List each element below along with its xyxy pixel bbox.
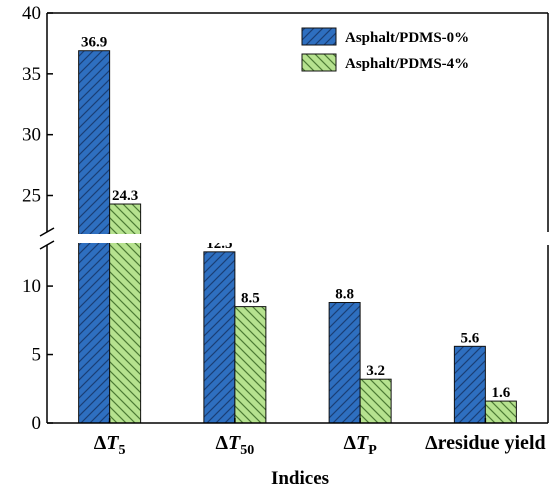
y-tick-label-0: 0 xyxy=(32,413,42,434)
legend-label-pdms-0: Asphalt/PDMS-0% xyxy=(345,30,469,46)
data-label-pdms-4-1: 8.5 xyxy=(241,291,260,307)
axis-break-gap xyxy=(39,234,548,243)
y-tick-label-6: 40 xyxy=(22,3,41,24)
data-label-pdms-0-0: 36.9 xyxy=(81,35,107,51)
data-label-pdms-0-2: 8.8 xyxy=(335,287,354,303)
y-tick-label-5: 35 xyxy=(22,64,41,85)
bar-pdms-4-3 xyxy=(484,400,517,424)
y-tick-label-4: 30 xyxy=(22,125,41,146)
x-tick-label-2: ΔTP xyxy=(343,432,377,458)
y-tick-label-1: 5 xyxy=(32,345,42,366)
y-tick-label-3: 25 xyxy=(22,186,41,207)
x-tick-label-0: ΔT5 xyxy=(94,432,126,458)
axis-break-mark-bottom xyxy=(39,240,55,250)
legend: Asphalt/PDMS-0% Asphalt/PDMS-4% xyxy=(301,27,469,72)
bar-pdms-0-2 xyxy=(328,302,361,424)
legend-swatch-pdms-4 xyxy=(301,53,337,72)
bar-pdms-4-2 xyxy=(359,378,392,424)
bar-pdms-0-1 xyxy=(203,251,236,424)
bar-pdms-0-3 xyxy=(453,345,486,424)
legend-label-pdms-4: Asphalt/PDMS-4% xyxy=(345,56,469,72)
plot-area: 36.924.3ΔT512.58.5ΔT508.83.2ΔTP5.61.6Δre… xyxy=(22,3,549,458)
x-tick-label-3: Δresidue yield xyxy=(425,432,546,454)
axis-break-mark-top xyxy=(39,227,55,237)
x-tick-label-1: ΔT50 xyxy=(215,432,254,458)
legend-swatch-pdms-0 xyxy=(301,27,337,46)
data-label-pdms-4-0: 24.3 xyxy=(112,188,138,204)
y-tick-label-2: 10 xyxy=(22,276,41,297)
data-label-pdms-4-3: 1.6 xyxy=(492,385,511,401)
data-label-pdms-0-3: 5.6 xyxy=(461,330,480,346)
x-axis-title: Indices xyxy=(271,468,329,489)
bar-pdms-4-1 xyxy=(234,306,267,424)
data-label-pdms-4-2: 3.2 xyxy=(366,363,385,379)
